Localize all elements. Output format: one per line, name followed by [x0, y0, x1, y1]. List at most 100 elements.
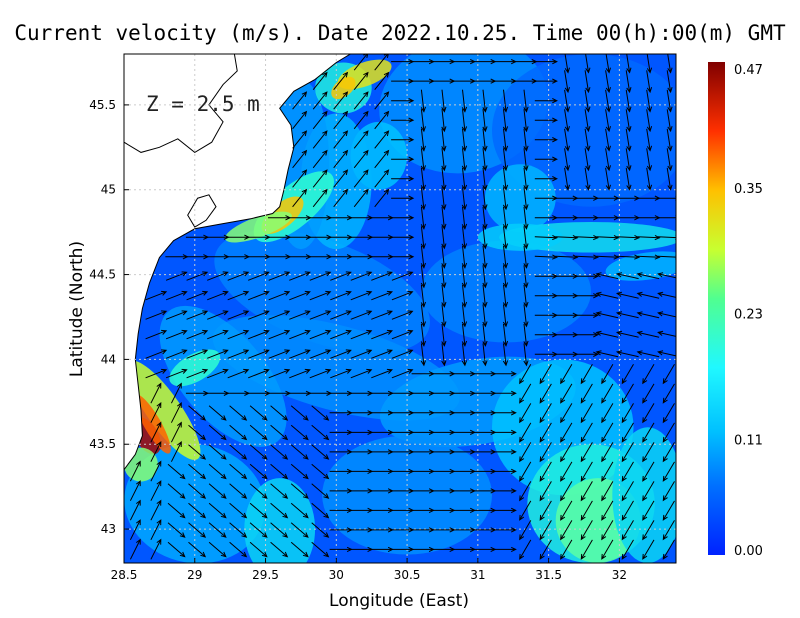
velocity-arrow-528: [461, 128, 468, 152]
velocity-arrow-329: [391, 310, 414, 320]
velocity-arrow-142: [290, 444, 309, 460]
velocity-arrow-99: [493, 488, 517, 494]
velocity-arrow-88: [270, 483, 289, 499]
velocity-arrow-292: [165, 329, 188, 340]
velocity-arrow-588: [534, 78, 558, 84]
velocity-arrow-187: [150, 401, 162, 423]
velocity-arrow-20: [539, 539, 552, 560]
velocity-arrow-57: [188, 502, 207, 519]
velocity-arrow-381: [420, 265, 426, 289]
velocity-arrow-559: [312, 91, 328, 110]
velocity-arrow-31: [208, 522, 227, 538]
velocity-arrow-566: [461, 89, 468, 113]
velocity-arrow-359: [482, 284, 488, 308]
velocity-arrow-106: [642, 481, 655, 502]
velocity-arrow-309: [523, 323, 529, 347]
velocity-arrow-168: [290, 424, 309, 441]
velocity-arrow-80: [662, 500, 675, 521]
velocity-vectors: [129, 54, 676, 560]
velocity-arrow-390: [595, 272, 619, 280]
colorbar-bar: [708, 62, 725, 555]
velocity-arrow-194: [290, 405, 309, 421]
velocity-arrow-332: [461, 304, 468, 328]
velocity-arrow-49: [580, 520, 593, 541]
velocity-arrow-321: [227, 310, 250, 320]
velocity-arrow-27: [129, 519, 141, 541]
velocity-arrow-163: [188, 424, 207, 441]
velocity-arrow-507: [420, 148, 426, 172]
velocity-arrow-545: [420, 109, 426, 133]
coastline: [124, 54, 351, 470]
velocity-arrow-110: [167, 463, 186, 480]
velocity-arrow-416: [616, 254, 641, 260]
velocity-arrow-29: [167, 522, 186, 538]
velocity-arrow-500: [666, 167, 673, 191]
velocity-arrow-540: [312, 110, 328, 130]
velocity-arrow-516: [605, 148, 611, 172]
velocity-arrow-551: [534, 117, 558, 123]
velocity-arrow-316: [657, 330, 676, 337]
velocity-arrow-79: [642, 500, 655, 521]
velocity-arrow-535: [605, 128, 611, 152]
velocity-arrow-547: [461, 109, 468, 133]
velocity-arrow-430: [420, 226, 426, 250]
velocity-arrow-116: [290, 463, 309, 480]
velocity-arrow-374: [268, 271, 291, 281]
velocity-arrow-497: [605, 167, 611, 191]
velocity-arrow-190: [208, 405, 227, 421]
velocity-arrow-367: [636, 291, 660, 299]
velocity-arrow-358: [461, 284, 468, 308]
velocity-arrow-440: [616, 234, 641, 241]
velocity-arrow-6: [249, 541, 268, 558]
velocity-arrow-343: [145, 290, 168, 301]
colorbar-tick-label: 0.11: [734, 434, 763, 449]
velocity-arrow-211: [642, 403, 655, 424]
speed-patch-24: [225, 211, 292, 243]
velocity-arrow-357: [441, 284, 447, 308]
velocity-arrow-127: [519, 461, 532, 482]
velocity-arrow-207: [560, 403, 573, 424]
velocity-arrow-496: [584, 167, 591, 191]
velocity-arrow-237: [642, 383, 655, 404]
velocity-arrow-468: [391, 195, 415, 201]
velocity-arrow-276: [371, 349, 393, 359]
velocity-arrow-347: [227, 290, 250, 301]
velocity-arrow-350: [289, 290, 311, 301]
speed-patch-14: [484, 164, 556, 233]
velocity-arrow-162: [170, 421, 182, 443]
velocity-arrow-1: [150, 538, 162, 560]
velocity-arrow-452: [461, 206, 468, 230]
velocity-arrow-230: [493, 390, 517, 396]
x-tick-label: 31: [470, 568, 485, 582]
velocity-arrow-129: [560, 461, 573, 482]
velocity-arrow-493: [523, 167, 529, 191]
velocity-arrow-345: [186, 290, 209, 301]
velocity-arrow-293: [186, 329, 209, 340]
velocity-arrow-301: [350, 329, 373, 340]
velocity-arrow-89: [290, 483, 309, 499]
velocity-arrow-279: [441, 343, 447, 367]
velocity-arrow-134: [662, 461, 675, 482]
velocity-arrow-111: [188, 463, 207, 480]
velocity-arrow-552: [564, 109, 570, 133]
velocity-arrow-72: [493, 507, 517, 514]
velocity-arrow-561: [353, 91, 369, 110]
velocity-arrow-274: [330, 349, 352, 359]
velocity-arrow-560: [333, 91, 349, 110]
velocity-arrow-370: [186, 271, 209, 281]
velocity-arrow-115: [270, 463, 289, 480]
velocity-arrow-465: [333, 188, 349, 208]
velocity-arrow-469: [420, 187, 426, 211]
velocity-arrow-47: [539, 520, 552, 541]
velocity-arrow-84: [188, 483, 207, 499]
velocity-arrow-365: [595, 291, 619, 299]
velocity-arrow-289: [636, 350, 660, 358]
colorbar-tick-label: 0.23: [734, 308, 763, 323]
velocity-arrow-590: [584, 70, 591, 94]
velocity-arrow-501: [292, 149, 308, 169]
velocity-arrow-138: [208, 444, 227, 460]
velocity-arrow-533: [564, 128, 570, 152]
velocity-arrow-32: [229, 522, 248, 538]
velocity-arrow-568: [502, 89, 509, 113]
inland-lake: [124, 54, 238, 154]
